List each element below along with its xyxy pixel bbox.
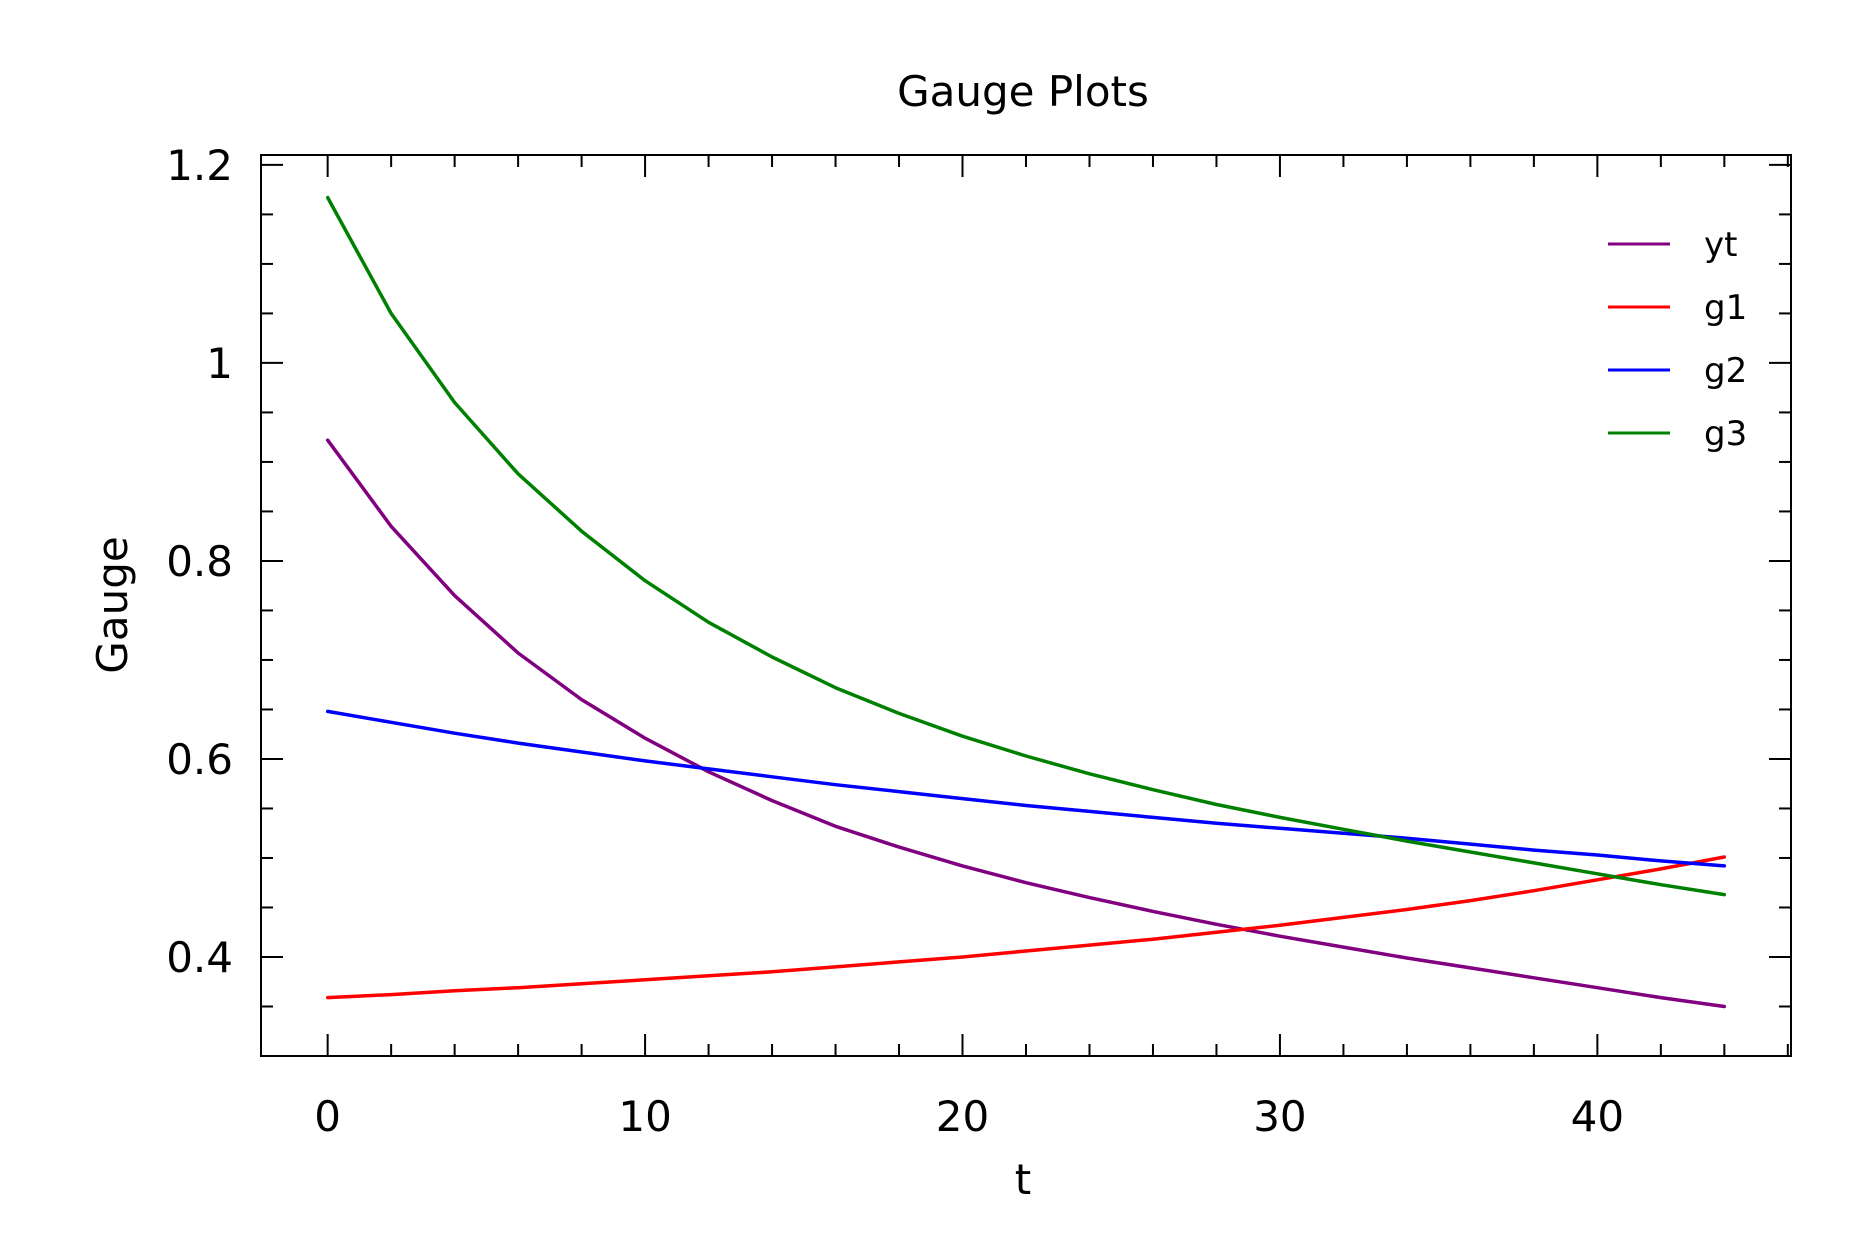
x-tick-label: 20 [936, 1092, 989, 1141]
series-line-yt [325, 438, 1727, 1009]
legend-label-yt: yt [1704, 225, 1737, 265]
series-lines [325, 195, 1727, 1009]
x-axis-title: t [1015, 1155, 1031, 1204]
legend-label-g3: g3 [1704, 414, 1747, 454]
y-tick-label: 1 [206, 339, 233, 388]
series-line-g2 [325, 709, 1727, 868]
plot-frame [260, 154, 1792, 1057]
legend-label-g1: g1 [1704, 288, 1747, 328]
series-line-g1 [325, 855, 1727, 1000]
y-tick-label: 0.6 [166, 735, 233, 784]
legend-label-g2: g2 [1704, 351, 1747, 391]
x-tick-label: 40 [1571, 1092, 1624, 1141]
y-tick-label: 0.4 [166, 933, 233, 982]
y-tick-label: 1.2 [166, 141, 233, 190]
chart-title: Gauge Plots [897, 67, 1149, 116]
x-tick-label: 10 [618, 1092, 671, 1141]
axis-ticks [261, 155, 1791, 1057]
x-tick-label: 30 [1253, 1092, 1306, 1141]
series-line-g3 [325, 195, 1727, 897]
y-tick-label: 0.8 [166, 537, 233, 586]
axis-tick-labels: 0 10 20 30 40 0.4 0.6 0.8 1 1.2 [166, 141, 1624, 1141]
x-tick-label: 0 [314, 1092, 341, 1141]
y-axis-title: Gauge [88, 536, 137, 673]
legend: yt g1 g2 g3 [1608, 225, 1747, 454]
